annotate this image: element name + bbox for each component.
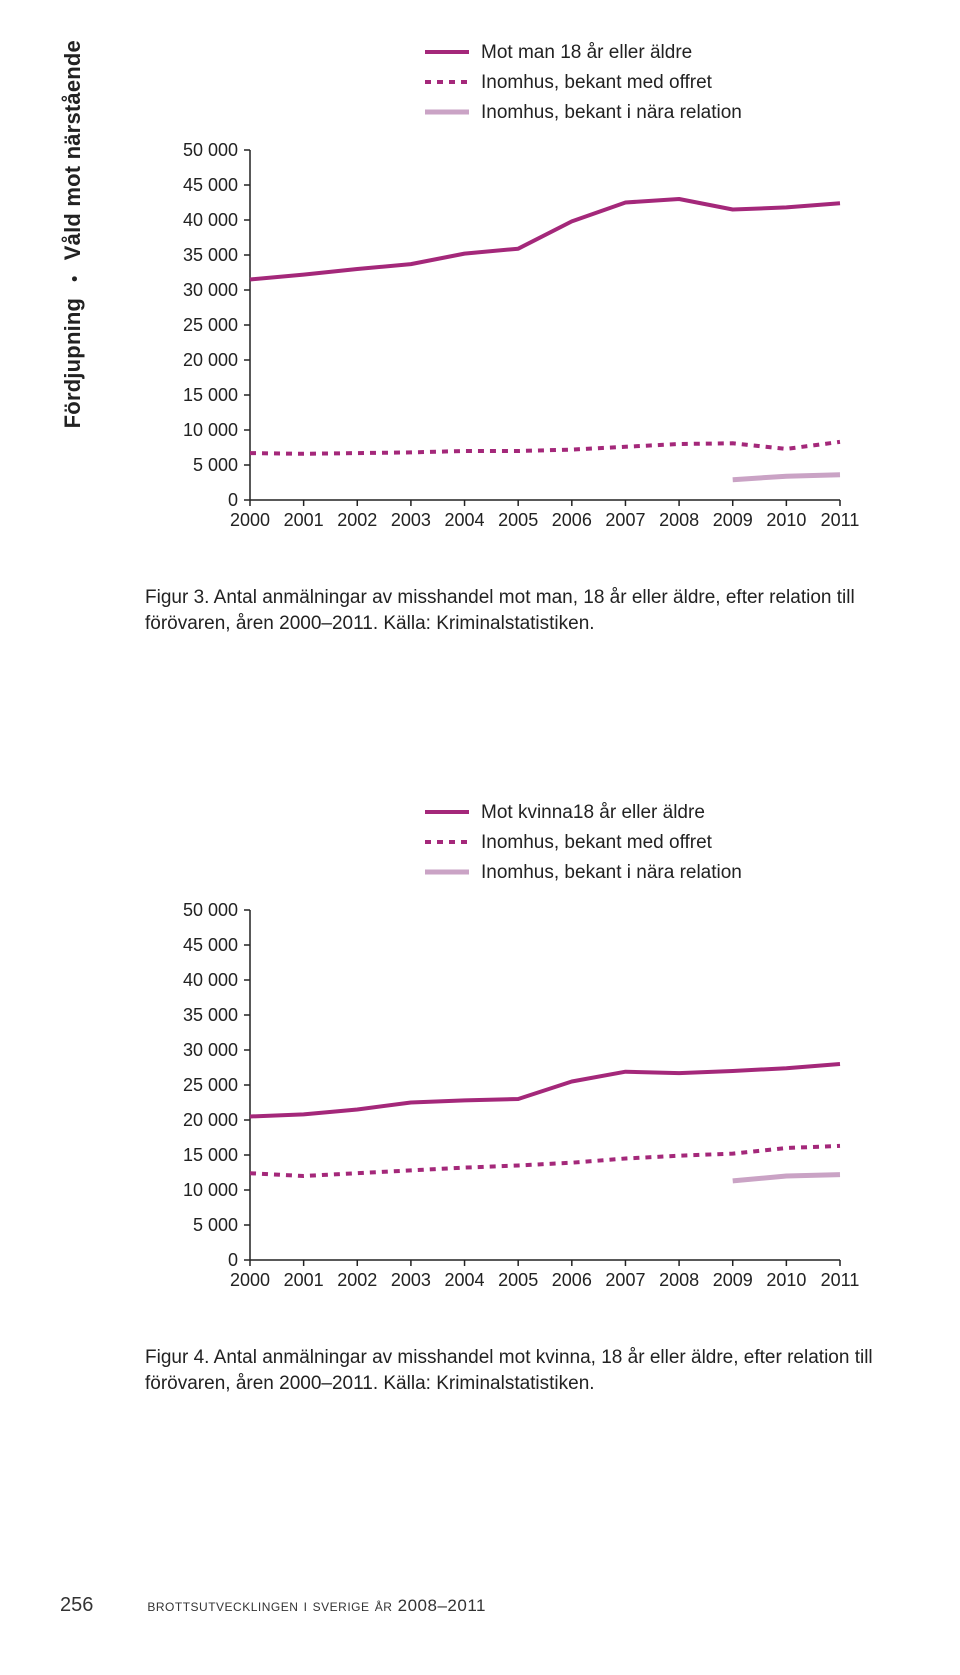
- x-tick-label: 2011: [821, 510, 860, 530]
- y-tick-label: 0: [228, 1250, 238, 1270]
- x-tick-label: 2005: [498, 1270, 538, 1290]
- x-tick-label: 2002: [337, 1270, 377, 1290]
- legend-label: Mot man 18 år eller äldre: [481, 42, 692, 63]
- chart-2-caption: Figur 4. Antal anmälningar av misshandel…: [145, 1345, 890, 1396]
- side-title: Fördjupning Våld mot närstående: [60, 40, 86, 428]
- y-tick-label: 30 000: [183, 280, 238, 300]
- chart-1-svg: Mot man 18 år eller äldre Inomhus, bekant…: [145, 40, 890, 585]
- legend-label: Inomhus, bekant med offret: [481, 72, 713, 93]
- chart-1-block: Mot man 18 år eller äldre Inomhus, bekant…: [145, 40, 890, 636]
- x-tick-label: 2007: [605, 1270, 645, 1290]
- x-tick-label: 2001: [284, 1270, 324, 1290]
- y-tick-label: 50 000: [183, 900, 238, 920]
- y-tick-label: 50 000: [183, 140, 238, 160]
- y-tick-label: 30 000: [183, 1040, 238, 1060]
- x-tick-label: 2011: [821, 1270, 860, 1290]
- x-tick-label: 2003: [391, 1270, 431, 1290]
- data-series: [250, 199, 840, 280]
- page-number: 256: [60, 1594, 93, 1617]
- data-series: [733, 1175, 840, 1181]
- legend-label: Inomhus, bekant med offret: [481, 832, 713, 853]
- y-tick-label: 25 000: [183, 1075, 238, 1095]
- y-tick-label: 0: [228, 490, 238, 510]
- data-series: [250, 1064, 840, 1117]
- x-tick-label: 2006: [552, 510, 592, 530]
- y-tick-label: 5 000: [193, 1215, 238, 1235]
- legend-label: Inomhus, bekant i nära relation: [481, 102, 742, 123]
- chart-1-caption: Figur 3. Antal anmälningar av misshandel…: [145, 585, 890, 636]
- x-tick-label: 2006: [552, 1270, 592, 1290]
- data-series: [250, 1146, 840, 1176]
- x-tick-label: 2000: [230, 1270, 270, 1290]
- x-tick-label: 2008: [659, 1270, 699, 1290]
- y-tick-label: 25 000: [183, 315, 238, 335]
- y-tick-label: 15 000: [183, 1145, 238, 1165]
- y-tick-label: 10 000: [183, 420, 238, 440]
- legend-label: Inomhus, bekant i nära relation: [481, 862, 742, 883]
- y-tick-label: 35 000: [183, 1005, 238, 1025]
- y-tick-label: 5 000: [193, 455, 238, 475]
- y-tick-label: 45 000: [183, 935, 238, 955]
- x-tick-label: 2001: [284, 510, 324, 530]
- x-tick-label: 2005: [498, 510, 538, 530]
- y-tick-label: 35 000: [183, 245, 238, 265]
- x-tick-label: 2010: [766, 510, 806, 530]
- x-tick-label: 2009: [713, 510, 753, 530]
- side-title-b: Våld mot närstående: [60, 40, 85, 260]
- footer: 256 brottsutvecklingen i sverige år 2008…: [60, 1594, 900, 1617]
- side-title-separator: [72, 277, 77, 282]
- y-tick-label: 20 000: [183, 350, 238, 370]
- x-tick-label: 2008: [659, 510, 699, 530]
- y-tick-label: 15 000: [183, 385, 238, 405]
- legend-label: Mot kvinna18 år eller äldre: [481, 802, 705, 823]
- x-tick-label: 2002: [337, 510, 377, 530]
- x-tick-label: 2007: [605, 510, 645, 530]
- y-tick-label: 45 000: [183, 175, 238, 195]
- chart-2-block: Mot kvinna18 år eller äldre Inomhus, beka…: [145, 800, 890, 1396]
- x-tick-label: 2004: [445, 510, 485, 530]
- y-tick-label: 10 000: [183, 1180, 238, 1200]
- y-tick-label: 20 000: [183, 1110, 238, 1130]
- book-title: brottsutvecklingen i sverige år 2008–201…: [147, 1596, 486, 1616]
- y-tick-label: 40 000: [183, 210, 238, 230]
- x-tick-label: 2003: [391, 510, 431, 530]
- x-tick-label: 2004: [445, 1270, 485, 1290]
- y-tick-label: 40 000: [183, 970, 238, 990]
- data-series: [250, 442, 840, 454]
- x-tick-label: 2010: [766, 1270, 806, 1290]
- x-tick-label: 2000: [230, 510, 270, 530]
- data-series: [733, 475, 840, 480]
- side-title-a: Fördjupning: [60, 298, 85, 429]
- x-tick-label: 2009: [713, 1270, 753, 1290]
- chart-2-svg: Mot kvinna18 år eller äldre Inomhus, beka…: [145, 800, 890, 1345]
